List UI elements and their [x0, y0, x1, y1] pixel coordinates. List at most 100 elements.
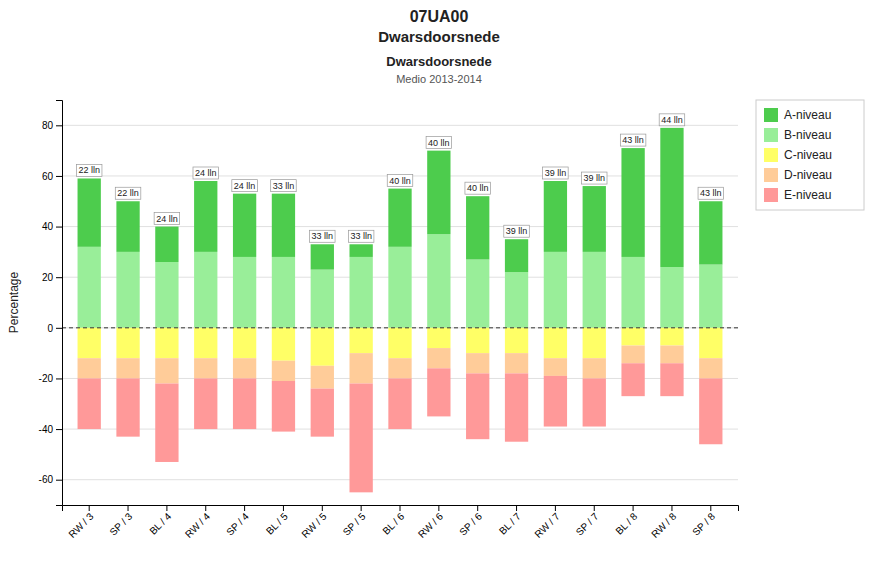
x-tick: SP / 5 [341, 505, 368, 538]
y-tick-label: 40 [42, 221, 54, 232]
bar [544, 358, 567, 376]
x-tick-label: RW / 6 [416, 510, 446, 540]
legend: A-niveauB-niveauC-niveauD-niveauE-niveau [756, 100, 864, 210]
bar-annotation: 40 lln [389, 176, 411, 186]
x-tick: SP / 3 [107, 505, 134, 538]
bar [427, 328, 450, 348]
bar-annotation: 39 lln [506, 226, 528, 236]
bar [116, 358, 139, 378]
x-tick-mark [438, 505, 439, 511]
y-tick-mark [56, 480, 62, 481]
x-tick: RW / 5 [299, 505, 329, 540]
x-tick-mark [205, 505, 206, 511]
bar-annotation: 24 lln [156, 214, 178, 224]
x-tick: SP / 6 [457, 505, 484, 538]
x-tick-mark [89, 505, 90, 511]
bar-annotation-box [504, 225, 530, 237]
legend-entry: E-niveau [784, 188, 831, 202]
x-tick-mark [633, 505, 634, 511]
bar [427, 368, 450, 416]
bar-annotation-box [581, 172, 607, 184]
x-tick: BL / 8 [613, 505, 639, 537]
legend-swatch [764, 128, 778, 142]
bar-annotation: 33 lln [312, 231, 334, 241]
bar [349, 257, 372, 328]
x-tick-mark [477, 505, 478, 511]
x-tick-mark [671, 505, 672, 511]
legend-frame [756, 100, 864, 210]
legend-entry: A-niveau [784, 108, 831, 122]
y-tick: 20 [42, 272, 62, 283]
x-tick-mark [710, 505, 711, 511]
bar-annotations: 22 lln22 lln24 lln24 lln24 lln33 lln33 l… [76, 114, 723, 242]
bar [505, 353, 528, 373]
y-tick-label: -60 [39, 474, 54, 485]
bar-annotation: 24 lln [195, 168, 217, 178]
bar [194, 358, 217, 378]
bar [427, 348, 450, 368]
x-tick-mark [322, 505, 323, 511]
bar-annotation-box [387, 175, 413, 187]
bar [233, 328, 256, 358]
bar-annotation-box [115, 187, 141, 199]
y-tick-label: 20 [42, 272, 54, 283]
y-tick-label: -20 [39, 373, 54, 384]
y-tick-label: 0 [47, 323, 53, 334]
x-tick: BL / 7 [497, 505, 523, 537]
x-tick: RW / 4 [183, 505, 213, 540]
bar-annotation: 39 lln [583, 173, 605, 183]
x-tick: SP / 8 [690, 505, 717, 538]
bar-annotation-box [271, 180, 297, 192]
bar [388, 358, 411, 378]
x-tick-label: BL / 6 [380, 510, 406, 536]
x-tick-label: SP / 5 [341, 510, 368, 537]
x-tick-label: BL / 5 [264, 510, 290, 536]
bar [78, 178, 101, 246]
x-tick-mark [594, 505, 595, 511]
x-tick: SP / 7 [574, 505, 601, 538]
y-tick: -20 [39, 373, 62, 384]
bar [116, 378, 139, 436]
bar-annotation-box [154, 213, 180, 225]
x-tick: BL / 6 [380, 505, 406, 537]
bar [505, 373, 528, 441]
bar [466, 373, 489, 439]
bar [78, 378, 101, 429]
y-tick-label: -40 [39, 424, 54, 435]
x-tick-mark [361, 505, 362, 511]
y-tick-mark [56, 277, 62, 278]
bar-annotation-box [76, 164, 102, 176]
bar-annotation-box [465, 182, 491, 194]
bar-annotation: 40 lln [428, 138, 450, 148]
bar-annotation-box [698, 187, 724, 199]
bar [699, 265, 722, 328]
bar [194, 328, 217, 358]
y-tick: 40 [42, 221, 62, 232]
bar-annotation-box [543, 167, 569, 179]
bar [660, 328, 683, 346]
bar [194, 378, 217, 429]
x-tick-label: RW / 8 [649, 510, 679, 540]
bar-annotation: 33 lln [350, 231, 372, 241]
bar [116, 328, 139, 358]
legend-swatch [764, 108, 778, 122]
x-tick-label: BL / 8 [613, 510, 639, 536]
bar [699, 328, 722, 358]
grid-line [62, 479, 738, 480]
bar [466, 353, 489, 373]
bar-annotation-box [310, 230, 336, 242]
bar [78, 247, 101, 328]
bar [583, 252, 606, 328]
bar-annotation: 43 lln [622, 135, 644, 145]
x-tick-mark [555, 505, 556, 511]
bar-annotation: 40 lln [467, 183, 489, 193]
x-tick-mark [283, 505, 284, 511]
bar [699, 201, 722, 264]
bar [427, 234, 450, 328]
bar [349, 244, 372, 257]
bar [505, 272, 528, 328]
x-tick-label: SP / 6 [457, 510, 484, 537]
bar [583, 378, 606, 426]
x-tick: RW / 8 [649, 505, 679, 540]
bar-annotation-box [659, 114, 685, 126]
